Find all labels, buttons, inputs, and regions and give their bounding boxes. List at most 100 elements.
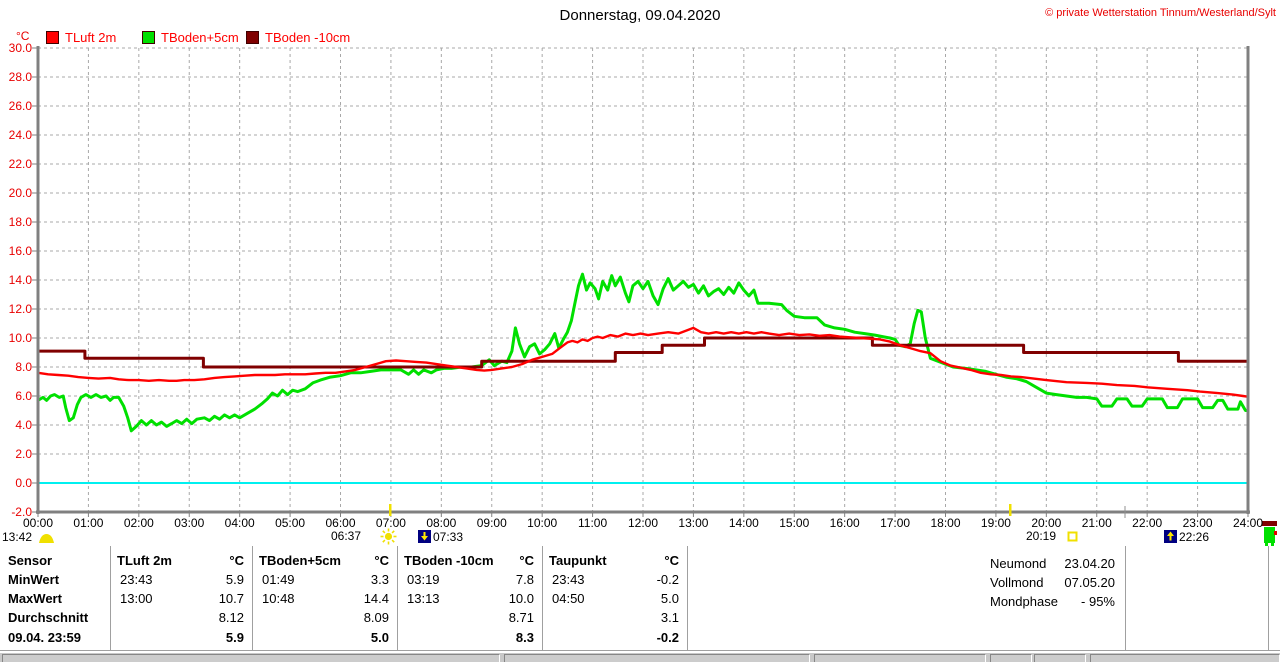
min-time: 23:43 xyxy=(552,572,585,587)
x-tick-label: 09:00 xyxy=(476,516,507,530)
table-row-label: 09.04. 23:59 xyxy=(8,630,82,645)
last-value: -0.2 xyxy=(656,630,679,645)
column-divider xyxy=(1125,546,1126,650)
moon-row-value: 23.04.20 xyxy=(1064,556,1115,571)
x-tick-label: 08:00 xyxy=(426,516,457,530)
x-tick-label: 22:00 xyxy=(1132,516,1163,530)
status-bar-panel xyxy=(2,654,500,662)
y-tick-label: 30.0 xyxy=(8,41,32,55)
legend-label: TBoden -10cm xyxy=(265,30,351,45)
x-tick-label: 16:00 xyxy=(829,516,860,530)
moon-row-label: Vollmond xyxy=(990,575,1044,590)
x-tick-label: 24:00 xyxy=(1232,516,1264,530)
status-bar-panel xyxy=(990,654,1032,662)
legend-swatch-icon xyxy=(142,31,155,44)
x-tick-label: 06:00 xyxy=(325,516,356,530)
avg-value: 3.1 xyxy=(660,610,679,625)
sensor-name: Taupunkt xyxy=(549,553,607,568)
y-tick-label: 8.0 xyxy=(15,360,32,374)
y-axis-unit-label: °C xyxy=(16,29,30,43)
x-tick-label: 23:00 xyxy=(1182,516,1213,530)
marker-time-moon-down: 07:33 xyxy=(433,530,464,544)
y-tick-label: -2.0 xyxy=(11,505,32,519)
marker-time-moon-up: 22:26 xyxy=(1179,530,1210,544)
column-divider xyxy=(397,546,398,650)
y-tick-label: 26.0 xyxy=(8,99,32,113)
y-tick-label: 12.0 xyxy=(8,302,32,316)
status-bar-panel xyxy=(1090,654,1280,662)
series-line-tluft-2m xyxy=(36,326,1250,398)
y-tick-label: 10.0 xyxy=(8,331,32,345)
x-tick-label: 19:00 xyxy=(980,516,1011,530)
table-row-label: MaxWert xyxy=(8,591,62,606)
y-tick-label: 28.0 xyxy=(8,70,32,84)
y-tick-label: 16.0 xyxy=(8,244,32,258)
sensor-name: TBoden+5cm xyxy=(259,553,341,568)
sensor-unit: °C xyxy=(374,553,389,568)
sensor-unit: °C xyxy=(519,553,534,568)
min-time: 23:43 xyxy=(120,572,153,587)
legend-item-tluft-2m: TLuft 2m xyxy=(46,30,116,45)
max-time: 10:48 xyxy=(262,591,295,606)
min-value: 3.3 xyxy=(370,572,389,587)
table-row-label: Sensor xyxy=(8,553,53,568)
x-tick-label: 14:00 xyxy=(728,516,759,530)
x-tick-label: 10:00 xyxy=(527,516,558,530)
max-time: 13:00 xyxy=(120,591,153,606)
y-tick-label: 22.0 xyxy=(8,157,32,171)
y-tick-label: 18.0 xyxy=(8,215,32,229)
legend-label: TLuft 2m xyxy=(65,30,117,45)
moon-row-label: Mondphase xyxy=(990,594,1058,609)
legend-item-tboden-5cm: TBoden+5cm xyxy=(142,30,239,45)
last-value: 8.3 xyxy=(515,630,534,645)
min-time: 03:19 xyxy=(407,572,440,587)
column-divider xyxy=(1268,546,1269,650)
last-value: 5.0 xyxy=(370,630,389,645)
max-time: 13:13 xyxy=(407,591,440,606)
max-time: 04:50 xyxy=(552,591,585,606)
x-tick-label: 03:00 xyxy=(174,516,205,530)
y-tick-label: 6.0 xyxy=(15,389,32,403)
marker-time-sunrise: 06:37 xyxy=(331,529,362,543)
max-value: 10.7 xyxy=(218,591,244,606)
x-tick-label: 17:00 xyxy=(880,516,911,530)
x-tick-label: 00:00 xyxy=(22,516,54,530)
status-bar xyxy=(0,652,1280,662)
last-value: 5.9 xyxy=(225,630,244,645)
sensor-name: TBoden -10cm xyxy=(404,553,494,568)
y-tick-label: 2.0 xyxy=(15,447,32,461)
x-tick-label: 20:00 xyxy=(1031,516,1062,530)
y-tick-label: 14.0 xyxy=(8,273,32,287)
avg-value: 8.71 xyxy=(508,610,534,625)
series-line-tboden-5cm xyxy=(36,272,1250,433)
moon-row-label: Neumond xyxy=(990,556,1047,571)
copyright-note: © private Wetterstation Tinnum/Westerlan… xyxy=(1045,7,1276,19)
x-tick-label: 07:00 xyxy=(375,516,406,530)
legend-label: TBoden+5cm xyxy=(161,30,239,45)
avg-value: 8.09 xyxy=(363,610,389,625)
series-line-tboden-10cm xyxy=(36,336,1250,369)
x-tick-label: 21:00 xyxy=(1081,516,1112,530)
x-tick-label: 18:00 xyxy=(930,516,961,530)
max-value: 10.0 xyxy=(508,591,534,606)
table-bottom-border xyxy=(0,650,1280,651)
y-tick-label: 4.0 xyxy=(15,418,32,432)
legend-swatch-icon xyxy=(246,31,259,44)
status-bar-panel xyxy=(504,654,810,662)
legend-item-tboden-10cm: TBoden -10cm xyxy=(246,30,350,45)
x-tick-label: 13:00 xyxy=(678,516,709,530)
moon-row-value: 07.05.20 xyxy=(1064,575,1115,590)
max-value: 14.4 xyxy=(363,591,389,606)
max-value: 5.0 xyxy=(660,591,679,606)
avg-value: 8.12 xyxy=(218,610,244,625)
legend-swatch-icon xyxy=(46,31,59,44)
min-value: 7.8 xyxy=(515,572,534,587)
x-tick-label: 02:00 xyxy=(123,516,154,530)
sensor-unit: °C xyxy=(229,553,244,568)
x-tick-label: 01:00 xyxy=(73,516,104,530)
column-divider xyxy=(110,546,111,650)
x-tick-label: 12:00 xyxy=(627,516,659,530)
x-tick-label: 15:00 xyxy=(779,516,810,530)
